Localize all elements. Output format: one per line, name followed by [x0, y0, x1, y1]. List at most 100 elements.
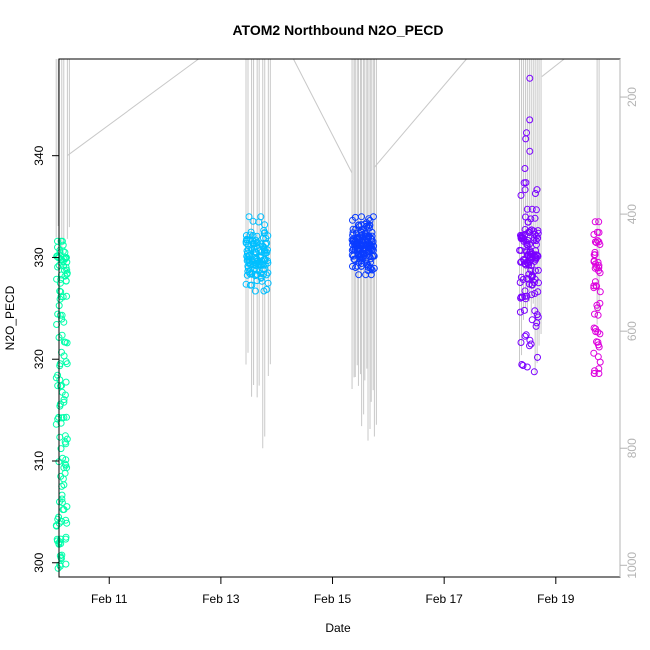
data-point-f4 [524, 218, 532, 226]
data-points [52, 74, 604, 572]
data-point-f3 [366, 217, 374, 224]
data-point-f5 [590, 251, 598, 259]
data-point-f5 [591, 264, 599, 272]
pressure-transit-line [67, 58, 199, 156]
data-point-f2 [242, 280, 250, 288]
data-point-f3 [353, 229, 360, 237]
data-point-f5 [596, 299, 604, 307]
data-point-f5 [594, 341, 602, 349]
chart-title: ATOM2 Northbound N2O_PECD [232, 22, 443, 38]
data-point-f2 [243, 236, 251, 244]
data-point-f3 [349, 225, 357, 233]
data-point-f4 [521, 165, 529, 172]
data-point-f1 [54, 382, 62, 390]
y2-tick-label: 400 [625, 204, 639, 224]
data-point-f1 [57, 288, 65, 296]
data-point-f4 [531, 307, 539, 315]
data-point-f2 [262, 240, 270, 248]
data-point-f5 [590, 231, 598, 238]
data-point-f2 [244, 256, 252, 264]
data-point-f5 [591, 218, 599, 226]
data-point-f4 [523, 363, 531, 371]
pressure-traces [55, 58, 600, 449]
data-point-f1 [54, 263, 62, 271]
data-point-f2 [253, 239, 261, 247]
data-point-f4 [517, 191, 525, 199]
data-point-f4 [530, 227, 538, 235]
secondary-y-axis: 200 400 600 800 1000 [619, 59, 639, 579]
data-point-f4 [517, 258, 525, 266]
data-point-f4 [533, 311, 541, 319]
data-point-f1 [62, 277, 70, 285]
pressure-transit-line [541, 58, 565, 77]
data-point-f4 [516, 279, 524, 286]
data-point-f2 [263, 286, 271, 293]
data-point-f4 [534, 353, 541, 361]
data-point-f4 [534, 266, 542, 274]
data-point-f4 [533, 186, 541, 194]
data-point-f1 [62, 535, 70, 543]
data-point-f3 [356, 253, 364, 261]
data-point-f3 [351, 256, 359, 264]
data-point-f4 [531, 214, 539, 222]
data-point-f5 [596, 330, 604, 338]
data-point-f1 [57, 271, 65, 279]
data-point-f4 [526, 74, 534, 82]
y-tick-label: 300 [32, 552, 46, 572]
data-point-f3 [364, 263, 372, 271]
data-point-f4 [519, 234, 527, 242]
data-point-f4 [517, 339, 525, 346]
data-point-f1 [60, 398, 68, 406]
data-point-f4 [525, 228, 533, 236]
data-point-f3 [358, 229, 366, 236]
y2-tick-label: 600 [625, 321, 639, 341]
x-tick-label: Feb 17 [425, 592, 463, 606]
x-tick-label: Feb 11 [91, 592, 128, 606]
data-point-f3 [349, 216, 356, 224]
data-point-f3 [355, 271, 363, 279]
data-point-f1 [54, 237, 61, 245]
x-tick-label: Feb 19 [537, 592, 575, 606]
x-axis: Feb 11 Feb 13 Feb 15 Feb 17 Feb 19 [91, 577, 575, 606]
data-point-f2 [257, 213, 265, 221]
data-point-f1 [62, 254, 70, 261]
data-point-f2 [245, 213, 253, 221]
data-point-f1 [61, 469, 69, 477]
data-point-f3 [367, 255, 375, 263]
data-point-f4 [523, 205, 531, 213]
data-point-f1 [56, 362, 64, 370]
pressure-transit-line [374, 58, 467, 168]
data-point-f2 [258, 257, 266, 265]
data-point-f1 [53, 321, 61, 328]
data-point-f1 [63, 435, 71, 443]
data-point-f1 [62, 263, 70, 271]
data-point-f2 [260, 229, 268, 237]
data-point-f1 [57, 382, 65, 390]
data-point-f1 [59, 506, 67, 514]
data-point-f2 [244, 245, 252, 253]
data-point-f4 [528, 316, 536, 324]
x-axis-label: Date [325, 621, 351, 635]
data-point-f5 [590, 258, 598, 266]
data-point-f4 [518, 293, 526, 301]
data-point-f2 [246, 231, 254, 239]
data-point-f5 [594, 258, 602, 266]
data-point-f1 [61, 391, 69, 399]
x-tick-label: Feb 15 [314, 592, 352, 606]
data-point-f4 [523, 238, 531, 246]
data-point-f2 [261, 221, 269, 229]
data-point-f1 [62, 378, 70, 386]
data-point-f5 [591, 278, 599, 286]
data-point-f4 [526, 116, 534, 124]
data-point-f1 [57, 555, 65, 563]
data-point-f3 [351, 246, 359, 254]
data-point-f2 [251, 272, 259, 280]
y-tick-label: 310 [32, 451, 46, 471]
data-point-f4 [526, 147, 534, 155]
data-point-f5 [595, 264, 603, 272]
data-point-f1 [62, 461, 70, 469]
data-point-f4 [527, 340, 535, 348]
data-point-f2 [258, 277, 266, 285]
data-point-f2 [244, 249, 251, 257]
